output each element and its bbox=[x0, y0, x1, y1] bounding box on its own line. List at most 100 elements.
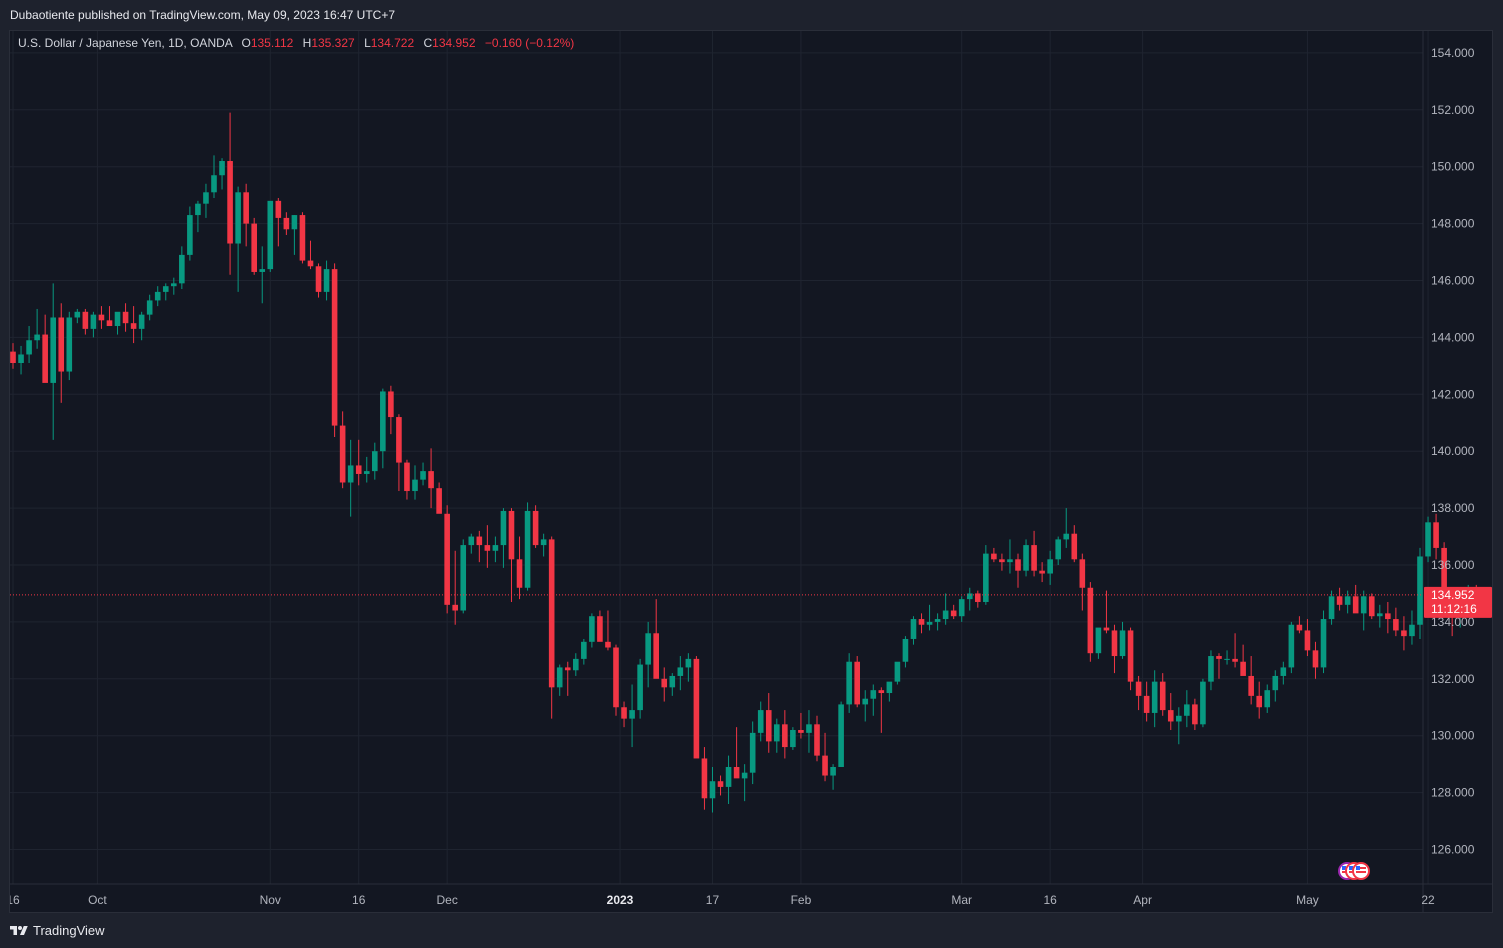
candle bbox=[958, 596, 965, 622]
candle-body bbox=[589, 616, 595, 642]
candle-body bbox=[999, 559, 1005, 563]
candle-body bbox=[1264, 690, 1271, 708]
candle bbox=[966, 587, 973, 611]
candle bbox=[1344, 590, 1351, 614]
candle bbox=[1216, 653, 1222, 679]
candle bbox=[323, 260, 330, 301]
candle bbox=[380, 388, 386, 469]
candle-body bbox=[1360, 596, 1367, 614]
candle bbox=[42, 314, 48, 383]
candle bbox=[460, 539, 467, 614]
candle-body bbox=[798, 730, 804, 733]
candle-body bbox=[1240, 661, 1246, 676]
candle-body bbox=[886, 681, 893, 694]
candle bbox=[862, 690, 869, 722]
candle-body bbox=[66, 317, 73, 372]
candle-body bbox=[508, 510, 515, 560]
candle-body bbox=[1216, 656, 1222, 659]
candle-body bbox=[1200, 681, 1206, 725]
candle bbox=[1184, 690, 1190, 728]
grid bbox=[10, 31, 1429, 884]
candle bbox=[1039, 562, 1045, 583]
candle bbox=[363, 456, 370, 483]
candle bbox=[307, 240, 314, 270]
candle-body bbox=[1031, 545, 1037, 571]
candle bbox=[227, 112, 233, 275]
candle-body bbox=[82, 311, 89, 329]
candle bbox=[90, 311, 97, 338]
candle-body bbox=[1127, 630, 1134, 682]
candle bbox=[934, 613, 941, 631]
candle bbox=[492, 536, 499, 563]
candle-body bbox=[942, 610, 949, 620]
candle bbox=[902, 636, 909, 668]
x-tick-label: Feb bbox=[791, 893, 812, 907]
candle bbox=[420, 462, 426, 486]
candle bbox=[581, 638, 587, 665]
candle bbox=[1176, 707, 1182, 745]
candle-body bbox=[90, 314, 97, 329]
symbol-title[interactable]: U.S. Dollar / Japanese Yen, 1D, OANDA bbox=[18, 36, 233, 50]
candle bbox=[1409, 610, 1415, 645]
y-tick-label: 136.000 bbox=[1431, 558, 1475, 572]
us-flag-event-icon bbox=[1338, 862, 1370, 880]
candle-body bbox=[187, 215, 193, 255]
candle bbox=[814, 715, 820, 762]
candle-body bbox=[709, 781, 716, 799]
candle-body bbox=[983, 553, 989, 602]
candle bbox=[653, 599, 659, 679]
candle bbox=[645, 621, 651, 688]
candle-body bbox=[934, 619, 941, 622]
candle-body bbox=[556, 667, 563, 688]
candle bbox=[878, 687, 885, 733]
candle bbox=[58, 303, 65, 403]
countdown-label: 11:12:16 bbox=[1431, 602, 1477, 616]
candle bbox=[838, 701, 844, 767]
candle bbox=[1143, 681, 1150, 722]
candle-body bbox=[307, 260, 314, 267]
candle-body bbox=[1071, 533, 1078, 560]
candle bbox=[34, 308, 40, 349]
x-tick-label: May bbox=[1296, 893, 1319, 907]
candlestick-chart[interactable]: 154.000 152.000 150.000 148.000 146.000 144.0… bbox=[10, 31, 1492, 912]
candle-body bbox=[428, 471, 434, 489]
candle-body bbox=[573, 658, 579, 671]
candle-body bbox=[34, 334, 40, 341]
candle-body bbox=[468, 536, 475, 546]
candle-body bbox=[339, 425, 346, 483]
candle-body bbox=[806, 724, 812, 733]
candle-body bbox=[347, 465, 354, 483]
candle bbox=[677, 656, 684, 691]
candle-body bbox=[653, 633, 659, 679]
candle bbox=[1127, 627, 1134, 691]
y-tick-label: 140.000 bbox=[1431, 444, 1475, 458]
candle bbox=[1063, 508, 1070, 548]
candle-body bbox=[146, 300, 153, 315]
candle bbox=[179, 246, 185, 290]
candle bbox=[556, 664, 563, 696]
candle-body bbox=[966, 593, 973, 600]
candle-body bbox=[235, 192, 241, 244]
x-tick-label: Oct bbox=[88, 893, 107, 907]
close-value: 134.952 bbox=[432, 36, 476, 50]
candle-body bbox=[211, 175, 217, 193]
y-tick-label: 138.000 bbox=[1431, 501, 1475, 515]
chart-panel[interactable]: 154.000 152.000 150.000 148.000 146.000 144.0… bbox=[9, 30, 1493, 913]
candle-body bbox=[484, 545, 491, 551]
candle-body bbox=[1095, 627, 1102, 654]
candle bbox=[749, 721, 756, 785]
candle-body bbox=[50, 317, 56, 383]
candle bbox=[798, 712, 804, 739]
candle-body bbox=[1409, 624, 1415, 637]
candle-body bbox=[74, 311, 81, 318]
candle bbox=[291, 215, 298, 255]
candle bbox=[1328, 590, 1335, 625]
candle-body bbox=[1039, 570, 1045, 574]
candle bbox=[693, 656, 700, 759]
candle bbox=[1280, 661, 1287, 685]
brand-name: TradingView bbox=[33, 923, 105, 938]
candle-body bbox=[629, 710, 635, 719]
candle-body bbox=[757, 710, 764, 733]
tradingview-brand[interactable]: TradingView bbox=[10, 923, 105, 938]
